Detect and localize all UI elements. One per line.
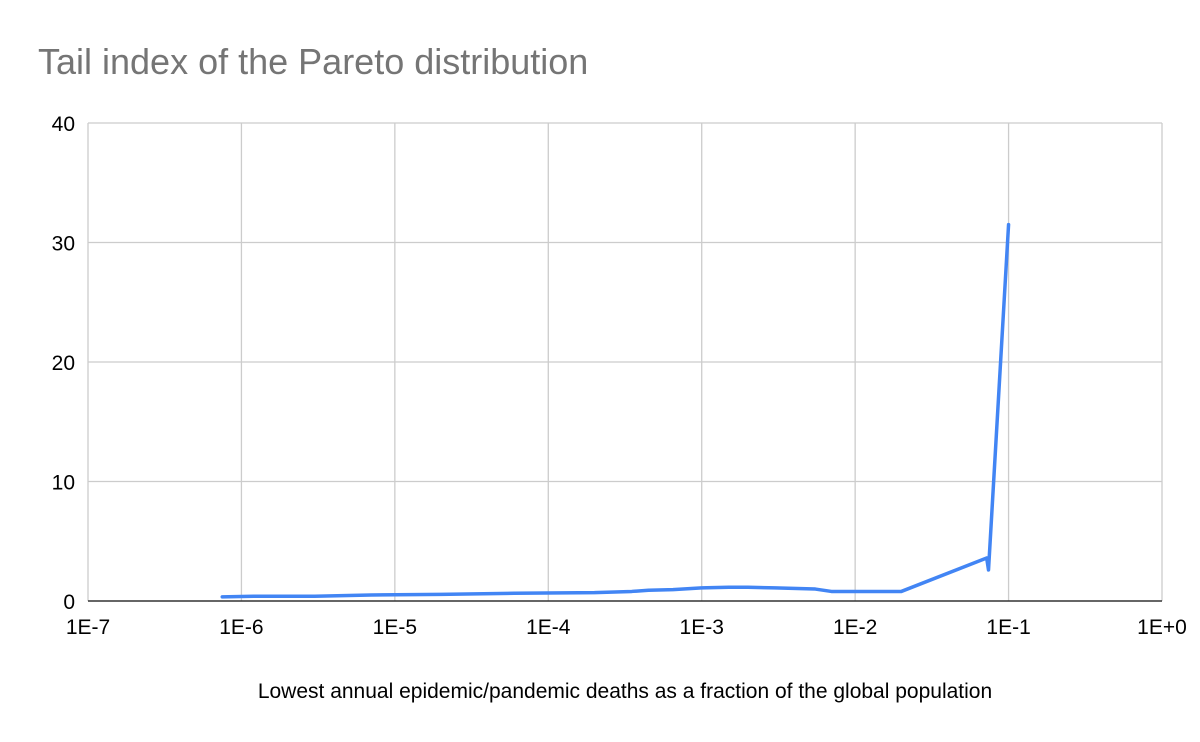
y-tick-label: 10 xyxy=(52,472,75,495)
series-group xyxy=(220,222,1011,599)
y-tick-label: 30 xyxy=(52,233,75,256)
series-line xyxy=(220,222,1011,599)
x-tick-label: 1E+0 xyxy=(1137,616,1187,639)
y-tick-label: 40 xyxy=(52,113,75,136)
y-tick-labels: 0 10 20 30 40 xyxy=(52,113,75,614)
x-tick-label: 1E-2 xyxy=(833,616,877,639)
x-tick-label: 1E-7 xyxy=(66,616,110,639)
x-tick-labels: 1E-7 1E-6 1E-5 1E-4 1E-3 1E-2 1E-1 1E+0 xyxy=(66,616,1187,639)
grid-lines xyxy=(87,122,1163,601)
x-tick-label: 1E-6 xyxy=(219,616,263,639)
x-tick-label: 1E-5 xyxy=(373,616,417,639)
x-tick-label: 1E-4 xyxy=(526,616,571,639)
y-tick-label: 0 xyxy=(63,591,75,614)
x-axis-label: Lowest annual epidemic/pandemic deaths a… xyxy=(258,680,992,703)
y-tick-label: 20 xyxy=(52,352,75,375)
x-tick-label: 1E-3 xyxy=(680,616,724,639)
x-tick-label: 1E-1 xyxy=(986,616,1030,639)
chart-title: Tail index of the Pareto distribution xyxy=(38,41,588,82)
